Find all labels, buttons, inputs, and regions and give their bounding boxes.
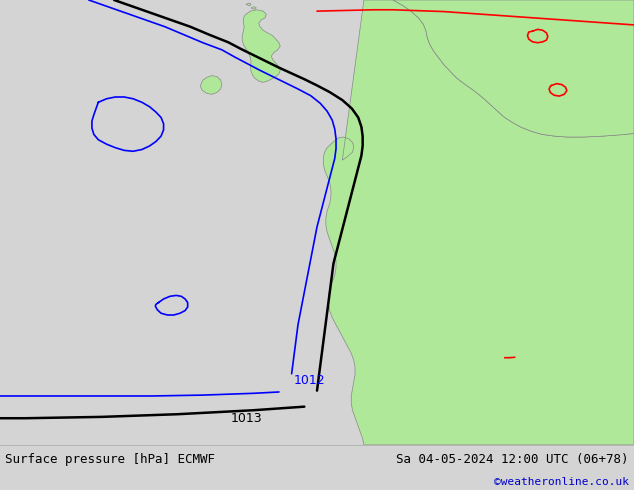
- Text: ©weatheronline.co.uk: ©weatheronline.co.uk: [494, 477, 629, 487]
- Text: 1013: 1013: [230, 412, 262, 425]
- Polygon shape: [246, 3, 251, 6]
- Text: Sa 04-05-2024 12:00 UTC (06+78): Sa 04-05-2024 12:00 UTC (06+78): [396, 453, 629, 466]
- Polygon shape: [242, 10, 280, 82]
- Polygon shape: [251, 7, 256, 9]
- Polygon shape: [393, 0, 634, 137]
- Polygon shape: [323, 0, 634, 445]
- Text: Surface pressure [hPa] ECMWF: Surface pressure [hPa] ECMWF: [5, 453, 215, 466]
- Polygon shape: [200, 75, 222, 94]
- Text: 1012: 1012: [294, 374, 325, 388]
